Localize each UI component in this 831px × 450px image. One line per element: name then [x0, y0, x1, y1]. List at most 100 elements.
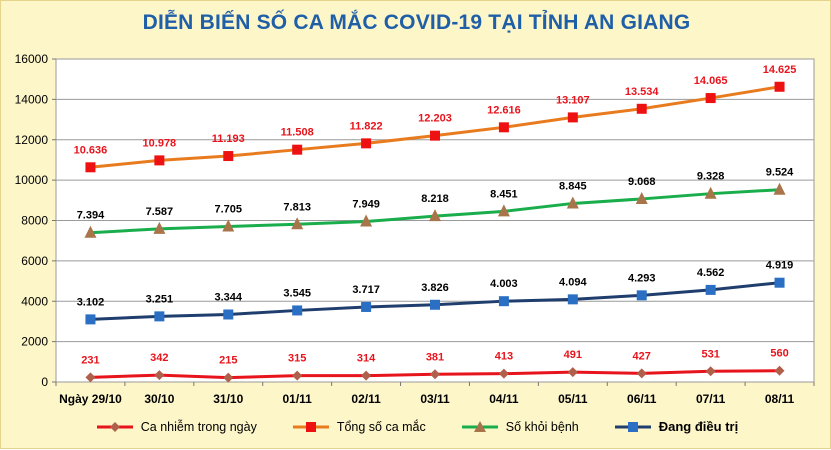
data-label: 491	[564, 349, 582, 361]
data-point	[566, 196, 579, 209]
data-label: 7.813	[283, 201, 311, 213]
data-label: 7.705	[215, 203, 243, 215]
legend-label: Tổng số ca mắc	[336, 419, 426, 434]
data-label: 4.003	[490, 278, 518, 290]
data-point	[292, 305, 303, 316]
y-tick-label: 10000	[15, 173, 49, 187]
x-tick-label: 06/11	[627, 392, 657, 406]
data-point	[292, 144, 303, 155]
y-tick-label: 2000	[21, 335, 48, 349]
data-label: 9.328	[697, 171, 725, 183]
data-label: 342	[150, 352, 168, 364]
data-point	[774, 365, 785, 376]
legend-item-ca-nhiem: Ca nhiễm trong ngày	[95, 419, 257, 434]
legend: Ca nhiễm trong ngày Tổng số ca mắc Số kh…	[1, 419, 831, 434]
x-tick-label: 01/11	[282, 392, 312, 406]
data-label: 531	[701, 348, 719, 360]
data-point	[567, 112, 578, 123]
legend-item-khoi-benh: Số khỏi bệnh	[460, 419, 579, 434]
data-point	[636, 290, 647, 301]
data-label: 381	[426, 351, 444, 363]
data-point	[85, 314, 96, 325]
data-label: 413	[495, 351, 513, 363]
data-label: 7.949	[352, 199, 380, 211]
data-point	[635, 191, 648, 204]
data-point	[153, 221, 166, 234]
data-point	[705, 366, 716, 377]
data-label: 8.218	[421, 193, 449, 205]
data-label: 315	[288, 353, 306, 365]
data-point	[498, 296, 509, 307]
x-tick-label: 03/11	[420, 392, 450, 406]
data-label: 12.616	[487, 104, 521, 116]
data-label: 4.094	[559, 276, 587, 288]
data-point	[292, 370, 303, 381]
legend-swatch-square-icon	[292, 421, 329, 432]
data-point	[361, 301, 372, 312]
data-point	[774, 81, 785, 92]
data-label: 7.587	[146, 206, 174, 218]
data-label: 8.451	[490, 188, 518, 200]
y-tick-label: 12000	[15, 133, 49, 147]
data-label: 3.344	[215, 291, 243, 303]
legend-label: Số khỏi bệnh	[505, 419, 579, 434]
data-point	[154, 311, 165, 322]
legend-swatch-diamond-icon	[96, 421, 133, 432]
y-tick-label: 8000	[21, 214, 48, 228]
data-label: 13.534	[625, 86, 660, 98]
y-tick-label: 14000	[15, 92, 49, 106]
data-label: 3.545	[283, 287, 311, 299]
data-label: 12.203	[418, 113, 452, 125]
x-tick-label: 05/11	[558, 392, 588, 406]
x-tick-label: 02/11	[351, 392, 381, 406]
data-label: 4.919	[766, 260, 794, 272]
data-label: 9.524	[766, 167, 794, 179]
data-point	[430, 299, 440, 310]
data-point	[429, 209, 441, 222]
data-label: 3.826	[421, 282, 449, 294]
data-point	[223, 151, 234, 162]
data-label: 427	[633, 350, 651, 362]
data-label: 11.822	[350, 120, 383, 132]
x-tick-label: 08/11	[765, 392, 795, 406]
data-point	[430, 130, 440, 141]
data-label: 3.717	[352, 284, 380, 296]
data-point	[636, 368, 647, 379]
data-point	[567, 294, 578, 305]
y-tick-label: 0	[41, 375, 48, 389]
data-point	[360, 214, 373, 227]
data-point	[774, 277, 785, 288]
data-label: 7.394	[77, 210, 105, 222]
x-tick-label: 07/11	[696, 392, 726, 406]
data-point	[705, 93, 716, 104]
x-tick-label: 04/11	[489, 392, 519, 406]
data-label: 231	[81, 354, 99, 366]
data-point	[430, 369, 440, 380]
data-point	[705, 284, 716, 295]
data-point	[223, 372, 234, 383]
data-label: 215	[219, 355, 237, 367]
data-point	[361, 370, 372, 381]
data-label: 10.978	[143, 137, 177, 149]
data-point	[498, 122, 509, 133]
legend-item-dang-dieu-tri: Đang điều trị	[613, 419, 738, 434]
data-label: 14.065	[694, 75, 728, 87]
data-point	[85, 372, 96, 383]
data-label: 13.107	[556, 94, 590, 106]
legend-swatch-square-icon	[614, 421, 651, 432]
x-tick-label: 30/10	[144, 392, 174, 406]
data-point	[361, 138, 372, 149]
legend-swatch-triangle-icon	[461, 420, 498, 432]
legend-label: Ca nhiễm trong ngày	[140, 419, 257, 434]
data-label: 14.625	[763, 64, 797, 76]
data-point	[222, 219, 235, 232]
data-point	[291, 217, 304, 230]
data-label: 560	[770, 348, 788, 360]
data-point	[636, 103, 647, 114]
x-tick-label: 31/10	[213, 392, 243, 406]
chart-title: DIỄN BIẾN SỐ CA MẮC COVID-19 TẠI TỈNH AN…	[142, 11, 691, 34]
data-label: 11.508	[281, 127, 314, 139]
data-point	[84, 225, 97, 238]
